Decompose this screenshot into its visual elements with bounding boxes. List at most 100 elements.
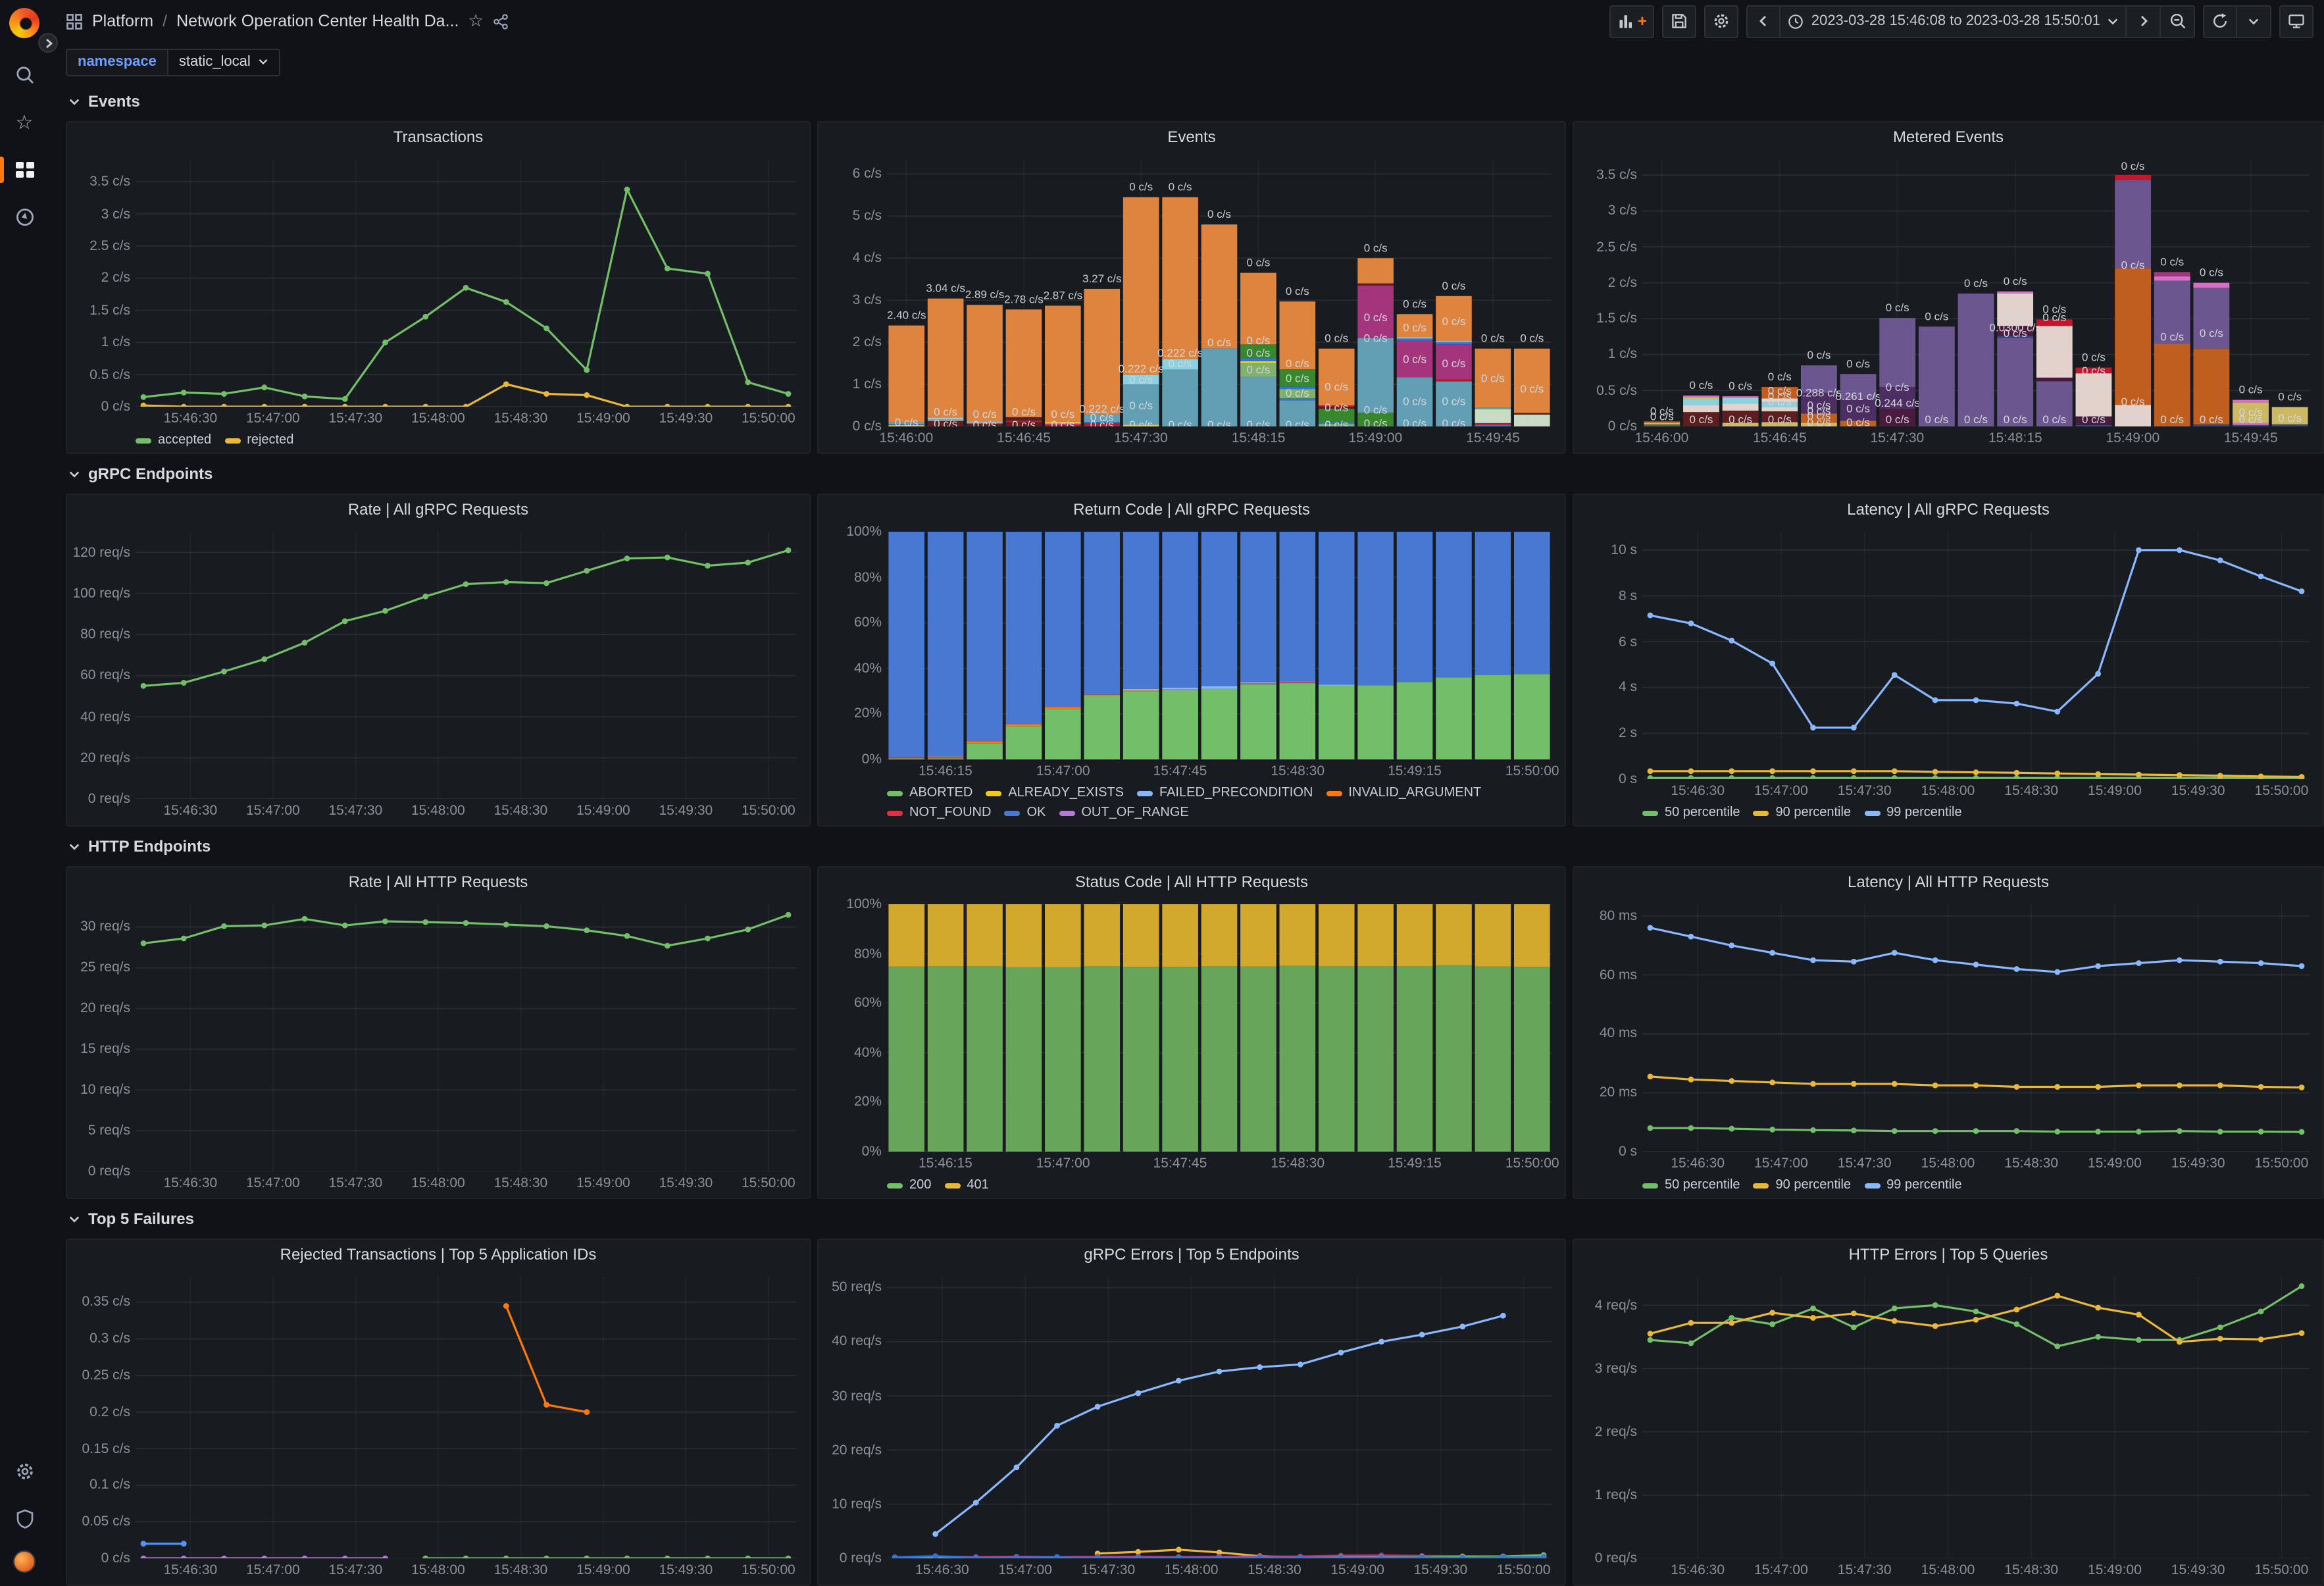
- zoom-out-button[interactable]: [2161, 5, 2195, 38]
- sidebar-item-starred[interactable]: ☆: [0, 107, 49, 138]
- sidebar-item-dashboards[interactable]: [0, 154, 49, 186]
- dashboards-grid-icon: [15, 162, 34, 178]
- topbar: Platform / Network Operation Center Heal…: [49, 0, 2324, 42]
- x-axis-label: 15:48:00: [1164, 1562, 1219, 1578]
- x-axis-label: 15:49:30: [659, 803, 713, 819]
- panel-title[interactable]: Metered Events: [1892, 128, 2004, 146]
- panel-title[interactable]: Return Code | All gRPC Requests: [1073, 500, 1310, 519]
- panel-title[interactable]: Latency | All HTTP Requests: [1848, 873, 2049, 891]
- x-axis: 15:46:30 15:47:00 15:47:30 15:48:00 15:48:30…: [136, 1174, 796, 1195]
- legend-color-marker: [986, 790, 1002, 796]
- dashboard-settings-button[interactable]: [1704, 5, 1739, 38]
- legend-item[interactable]: FAILED_PRECONDITION: [1136, 786, 1313, 800]
- panel-latency-all-grpc-requests: Latency | All gRPC Requests 0 s 2 s 4 s 6 s 8…: [1573, 494, 2324, 827]
- y-axis-label: 3 req/s: [1594, 1360, 1637, 1377]
- legend-label: 401: [967, 1178, 989, 1192]
- x-axis-label: 15:49:15: [1388, 1156, 1442, 1171]
- sidebar-item-settings[interactable]: [13, 1456, 36, 1487]
- x-axis-label: 15:48:30: [2004, 783, 2059, 799]
- legend-item[interactable]: ABORTED: [887, 786, 973, 800]
- svg-text:0 c/s: 0 c/s: [1246, 364, 1270, 376]
- panel-title[interactable]: Rate | All HTTP Requests: [348, 873, 528, 891]
- sidebar-item-search[interactable]: [0, 59, 49, 91]
- y-axis-label: 4 req/s: [1594, 1297, 1637, 1314]
- legend-item[interactable]: INVALID_ARGUMENT: [1326, 786, 1481, 800]
- sidebar-item-admin[interactable]: [13, 1503, 36, 1535]
- refresh-button[interactable]: [2203, 5, 2237, 38]
- panel-title[interactable]: Rate | All gRPC Requests: [347, 500, 529, 519]
- favorite-star-icon[interactable]: ☆: [468, 11, 484, 30]
- svg-text:0 c/s: 0 c/s: [1325, 419, 1348, 426]
- x-axis-label: 15:47:00: [245, 411, 300, 426]
- time-shift-back-button[interactable]: [1746, 5, 1781, 38]
- breadcrumb-root[interactable]: Platform: [92, 12, 154, 30]
- y-axis-label: 0 req/s: [1594, 1550, 1637, 1566]
- svg-text:0 c/s: 0 c/s: [1246, 334, 1270, 347]
- legend-item[interactable]: 90 percentile: [1753, 1178, 1851, 1192]
- svg-text:0 c/s: 0 c/s: [2121, 160, 2145, 172]
- section-header-http[interactable]: HTTP Endpoints: [49, 827, 2324, 866]
- x-axis-label: 15:48:30: [493, 1175, 548, 1191]
- x-axis-label: 15:48:00: [411, 1175, 465, 1191]
- legend-item[interactable]: OUT_OF_RANGE: [1059, 806, 1189, 820]
- chevron-down-icon: [259, 59, 268, 64]
- section-header-grpc[interactable]: gRPC Endpoints: [49, 454, 2324, 494]
- legend-item[interactable]: 90 percentile: [1753, 806, 1851, 820]
- legend-item[interactable]: 401: [944, 1178, 989, 1192]
- legend-label: INVALID_ARGUMENT: [1348, 786, 1482, 800]
- share-icon[interactable]: [493, 13, 510, 30]
- legend-item[interactable]: 99 percentile: [1864, 806, 1962, 820]
- legend-label: ALREADY_EXISTS: [1008, 786, 1124, 800]
- y-axis-label: 4 c/s: [852, 250, 882, 267]
- sidebar-item-explore[interactable]: [0, 201, 49, 233]
- panel-title[interactable]: HTTP Errors | Top 5 Queries: [1848, 1245, 2048, 1264]
- legend-item[interactable]: NOT_FOUND: [887, 806, 991, 820]
- y-axis-label: 0 c/s: [852, 419, 882, 434]
- chevron-down-icon: [68, 842, 80, 851]
- svg-text:0 c/s: 0 c/s: [1886, 381, 1909, 394]
- panel-title[interactable]: Rejected Transactions | Top 5 Applicatio…: [280, 1245, 597, 1264]
- panel-title[interactable]: gRPC Errors | Top 5 Endpoints: [1084, 1245, 1300, 1264]
- refresh-interval-dropdown[interactable]: [2237, 5, 2271, 38]
- save-dashboard-button[interactable]: [1662, 5, 1697, 38]
- y-axis-label: 20%: [853, 1094, 882, 1110]
- legend-item[interactable]: 50 percentile: [1642, 806, 1740, 820]
- y-axis-label: 40 ms: [1599, 1025, 1637, 1042]
- legend-item[interactable]: 50 percentile: [1642, 1178, 1740, 1192]
- legend-label: OK: [1026, 806, 1046, 820]
- legend-item[interactable]: rejected: [224, 433, 293, 448]
- add-panel-button[interactable]: +: [1609, 5, 1655, 38]
- y-axis-label: 40 req/s: [80, 709, 130, 725]
- x-axis: 15:46:00 15:46:45 15:47:30 15:48:15 15:49:00…: [879, 429, 1552, 450]
- section-header-top5[interactable]: Top 5 Failures: [49, 1199, 2324, 1239]
- legend-item[interactable]: ALREADY_EXISTS: [986, 786, 1124, 800]
- legend-item[interactable]: 99 percentile: [1864, 1178, 1962, 1192]
- user-avatar[interactable]: [13, 1550, 36, 1573]
- chart-canvas: [1642, 532, 2310, 779]
- svg-text:0 c/s: 0 c/s: [1403, 353, 1427, 366]
- x-axis-label: 15:48:15: [1988, 430, 2042, 446]
- sidebar-expand-button[interactable]: [38, 33, 58, 53]
- svg-text:0 c/s: 0 c/s: [1481, 332, 1505, 345]
- panel-title[interactable]: Events: [1167, 128, 1216, 146]
- y-axis-label: 3.5 c/s: [89, 174, 130, 190]
- grafana-logo-icon[interactable]: [9, 8, 39, 38]
- panel-title[interactable]: Status Code | All HTTP Requests: [1075, 873, 1308, 891]
- section-header-events[interactable]: Events: [49, 82, 2324, 121]
- chevron-down-icon: [68, 97, 80, 106]
- variable-value-dropdown[interactable]: static_local: [168, 48, 281, 76]
- svg-text:0 c/s: 0 c/s: [1650, 405, 1674, 417]
- svg-text:0 c/s: 0 c/s: [1807, 405, 1831, 417]
- legend-item[interactable]: OK: [1004, 806, 1046, 820]
- time-shift-forward-button[interactable]: [2127, 5, 2161, 38]
- panel-title[interactable]: Latency | All gRPC Requests: [1847, 500, 2050, 519]
- svg-text:0 c/s: 0 c/s: [1650, 411, 1674, 423]
- time-range-picker[interactable]: 2023-03-28 15:46:08 to 2023-03-28 15:50:…: [1781, 5, 2127, 38]
- time-range-text: 2023-03-28 15:46:08 to 2023-03-28 15:50:…: [1811, 13, 2100, 29]
- chart-canvas: 0 c/s0 c/s0 c/s0 c/s0 c/s0 c/s0 c/s0 c/s…: [1642, 159, 2310, 426]
- panel-title[interactable]: Transactions: [393, 128, 484, 146]
- legend-item[interactable]: accepted: [136, 433, 211, 448]
- legend-item[interactable]: 200: [887, 1178, 931, 1192]
- kiosk-mode-button[interactable]: [2279, 5, 2313, 38]
- chart-plot-area: 0 s 20 ms 40 ms 60 ms 80 ms: [1600, 904, 2310, 1160]
